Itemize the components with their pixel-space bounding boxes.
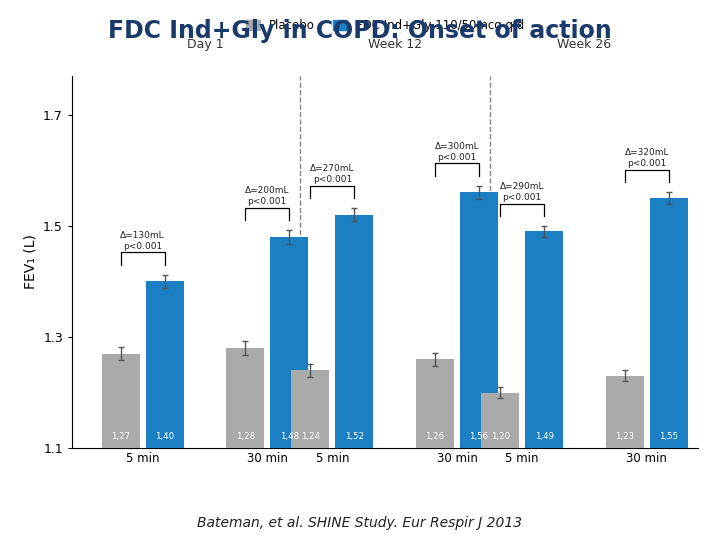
Bar xyxy=(145,281,184,448)
Text: Δ=290mL
p<0.001: Δ=290mL p<0.001 xyxy=(500,182,544,202)
Bar xyxy=(649,198,688,448)
Bar xyxy=(525,231,563,448)
Bar xyxy=(270,237,308,448)
Text: Bateman, et al. SHINE Study. Eur Respir J 2013: Bateman, et al. SHINE Study. Eur Respir … xyxy=(197,516,523,530)
Text: Week 26: Week 26 xyxy=(557,38,611,51)
Text: 1,24: 1,24 xyxy=(301,432,320,441)
Y-axis label: FEV₁ (L): FEV₁ (L) xyxy=(24,234,37,289)
Text: Δ=320mL
p<0.001: Δ=320mL p<0.001 xyxy=(624,148,669,168)
Text: FDC Ind+Gly in COPD: Onset of action: FDC Ind+Gly in COPD: Onset of action xyxy=(108,19,612,43)
Bar xyxy=(481,393,519,448)
Text: 1,56: 1,56 xyxy=(469,432,488,441)
Text: 1,23: 1,23 xyxy=(616,432,634,441)
Text: 1,26: 1,26 xyxy=(426,432,444,441)
Bar xyxy=(416,359,454,448)
Text: Δ=130mL
p<0.001: Δ=130mL p<0.001 xyxy=(120,231,165,251)
Text: Day 1: Day 1 xyxy=(186,38,223,51)
Text: 1,49: 1,49 xyxy=(535,432,554,441)
Bar xyxy=(102,354,140,448)
Text: 1,27: 1,27 xyxy=(111,432,130,441)
Bar xyxy=(460,192,498,448)
Text: 1,52: 1,52 xyxy=(345,432,364,441)
Text: Δ=270mL
p<0.001: Δ=270mL p<0.001 xyxy=(310,164,355,184)
Bar xyxy=(226,348,264,448)
Text: Δ=300mL
p<0.001: Δ=300mL p<0.001 xyxy=(435,141,480,162)
Bar xyxy=(336,214,374,448)
Text: 1,55: 1,55 xyxy=(660,432,678,441)
Legend: Placebo, FDC Ind+Gly 110/50mcg q.d: Placebo, FDC Ind+Gly 110/50mcg q.d xyxy=(241,15,529,37)
Text: Week 12: Week 12 xyxy=(368,38,422,51)
Text: Δ=200mL
p<0.001: Δ=200mL p<0.001 xyxy=(245,186,289,206)
Text: 1,40: 1,40 xyxy=(155,432,174,441)
Bar xyxy=(606,376,644,448)
Text: 1,28: 1,28 xyxy=(235,432,255,441)
Text: 1,48: 1,48 xyxy=(279,432,299,441)
Bar xyxy=(292,370,330,448)
Text: 1,20: 1,20 xyxy=(491,432,510,441)
